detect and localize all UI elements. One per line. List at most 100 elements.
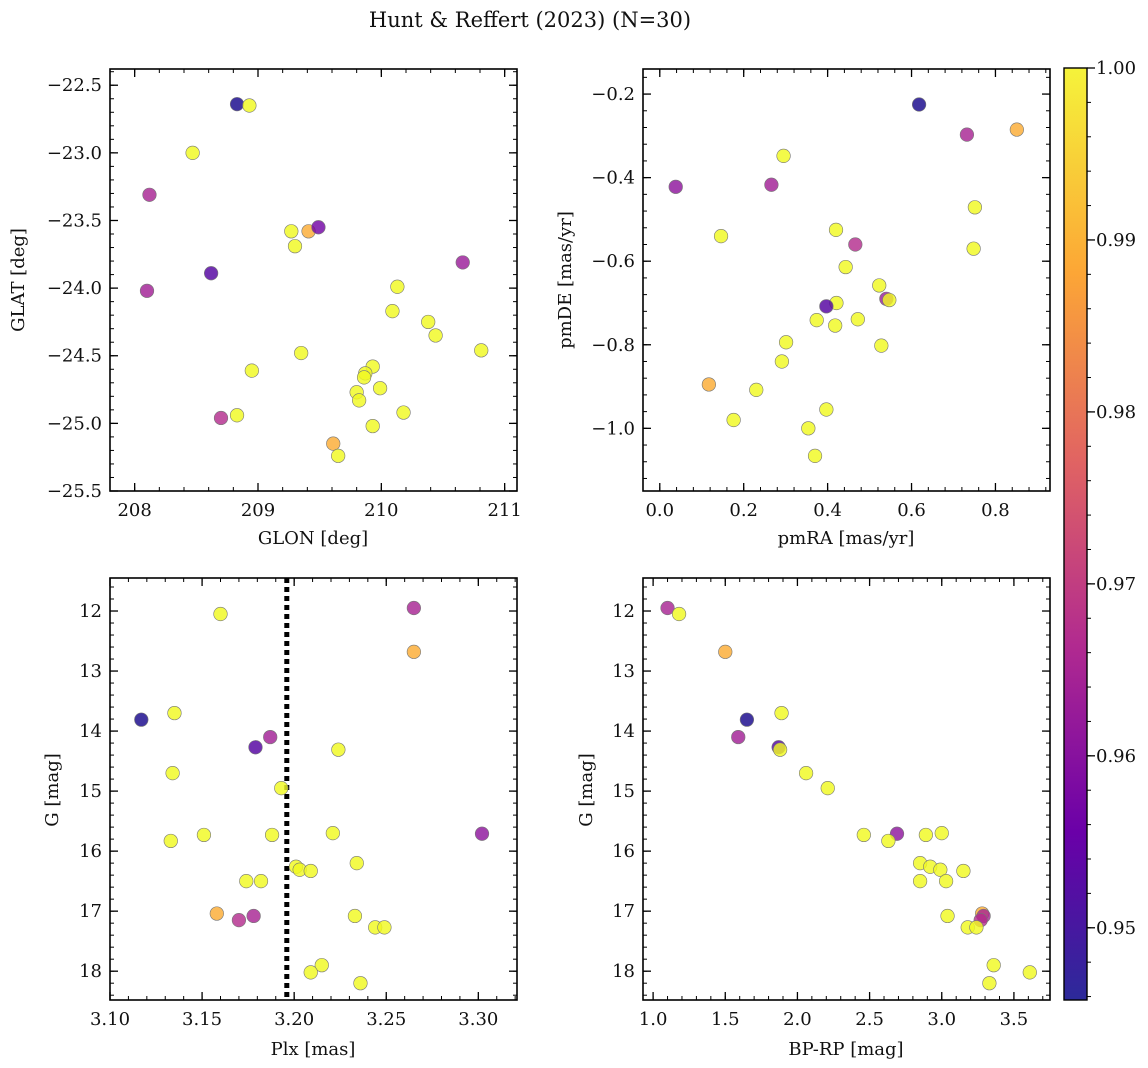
axes-frame: [109, 68, 518, 492]
scatter-point: [365, 418, 380, 434]
scatter-point: [809, 313, 824, 328]
scatter-point: [774, 354, 789, 369]
scatter-point: [856, 827, 871, 843]
y-tick-label: 14: [612, 721, 635, 742]
colorbar-tick-label: 0.97: [1096, 574, 1136, 595]
scatter-point: [969, 920, 984, 935]
scatter-point: [820, 780, 835, 796]
x-tick-label: 3.15: [182, 1009, 222, 1030]
scatter-point: [377, 920, 392, 935]
scatter-point: [167, 705, 182, 721]
colorbar: 0.95 0.96 0.97 0.98 0.99 1.00: [1063, 58, 1136, 1001]
scatter-point: [406, 644, 421, 659]
x-tick-label: 0.8: [981, 500, 1010, 521]
scatter-point: [798, 765, 814, 781]
scatter-point: [239, 874, 254, 889]
x-tick-label: 210: [364, 500, 398, 521]
scatter-point: [163, 833, 178, 849]
scatter-points: [660, 600, 1037, 991]
axis-ticks: 3.10 3.15 3.20 3.25 3.30 12 13 14 15 16 17 18: [79, 578, 517, 1030]
x-tick-label: 0.0: [645, 500, 674, 521]
axis-ticks: 1.0 1.5 2.0 2.5 3.0 3.5 12 13 14 15 16 17 18: [612, 578, 1050, 1030]
scatter-point: [385, 304, 400, 319]
scatter-point: [331, 448, 346, 463]
scatter-point: [668, 179, 683, 194]
scatter-point: [356, 370, 372, 385]
scatter-point: [874, 338, 889, 353]
colorbar-tick-label: 0.96: [1096, 746, 1136, 767]
x-tick-label: 1.5: [711, 1009, 740, 1030]
scatter-point: [406, 600, 421, 616]
y-tick-label: −25.0: [47, 413, 102, 434]
scatter-point: [314, 958, 329, 973]
x-tick-label: 3.30: [458, 1009, 498, 1030]
y-tick-label: 12: [612, 601, 635, 622]
scatter-point: [982, 976, 997, 991]
scatter-point: [284, 224, 299, 239]
scatter-point: [872, 278, 887, 293]
scatter-points: [668, 97, 1024, 464]
x-axis-label: pmRA [mas/yr]: [778, 528, 915, 549]
scatter-point: [396, 405, 411, 420]
panel-bprp-g: BP-RP [mag] G [mag] 1.0 1.5 2.0 2.5 3.0 3.5 12…: [576, 577, 1051, 1060]
y-tick-label: −0.8: [591, 335, 635, 356]
y-tick-label: 12: [79, 601, 102, 622]
scatter-point: [311, 220, 326, 235]
scatter-point: [303, 863, 318, 879]
scatter-point: [213, 606, 228, 622]
scatter-point: [231, 913, 247, 928]
y-tick-label: −22.5: [47, 75, 102, 96]
y-tick-label: 16: [612, 841, 635, 862]
y-tick-label: −0.2: [591, 84, 635, 105]
y-tick-label: −23.0: [47, 143, 102, 164]
y-axis-label: G [mag]: [42, 753, 63, 826]
scatter-point: [139, 283, 155, 298]
colorbar-tick-label: 0.95: [1096, 918, 1136, 939]
colorbar-gradient: [1063, 67, 1088, 1001]
scatter-point: [1009, 122, 1024, 137]
scatter-point: [749, 382, 764, 397]
y-tick-label: 15: [79, 781, 102, 802]
scatter-point: [934, 826, 949, 841]
scatter-point: [253, 874, 269, 889]
scatter-point: [726, 412, 741, 428]
scatter-point: [294, 345, 309, 361]
scatter-point: [229, 408, 245, 423]
y-axis-label: GLAT [deg]: [8, 228, 29, 332]
scatter-point: [244, 363, 259, 378]
scatter-point: [274, 780, 289, 796]
y-tick-label: 15: [612, 781, 635, 802]
figure-title: Hunt & Reffert (2023) (N=30): [369, 8, 691, 32]
x-tick-label: 3.20: [274, 1009, 314, 1030]
y-tick-label: −23.5: [47, 210, 102, 231]
scatter-point: [701, 377, 716, 392]
scatter-point: [353, 976, 368, 991]
x-tick-label: 2.5: [855, 1009, 884, 1030]
y-axis-label: G [mag]: [576, 753, 597, 826]
scatter-point: [428, 328, 443, 343]
scatter-point: [956, 863, 971, 879]
scatter-point: [838, 259, 853, 275]
scatter-point: [474, 826, 490, 841]
x-tick-label: 2.0: [783, 1009, 812, 1030]
scatter-point: [165, 765, 180, 781]
x-axis-label: BP-RP [mag]: [788, 1039, 903, 1060]
y-tick-label: 14: [79, 721, 102, 742]
y-tick-label: −1.0: [591, 418, 635, 439]
scatter-point: [911, 97, 927, 112]
scatter-point: [828, 222, 844, 237]
y-tick-label: −0.6: [591, 251, 635, 272]
scatter-point: [390, 279, 405, 294]
x-tick-label: 0.2: [729, 500, 758, 521]
scatter-point: [774, 705, 789, 721]
y-tick-label: 18: [79, 961, 102, 982]
scatter-point: [326, 436, 341, 451]
axis-ticks: 0.0 0.2 0.4 0.6 0.8 −1.0 −0.8 −0.6 −0.4 −0.2: [591, 69, 1050, 521]
scatter-point: [134, 712, 149, 727]
scatter-point: [671, 606, 687, 622]
scatter-point: [303, 965, 318, 980]
scatter-point: [718, 644, 733, 659]
scatter-point: [246, 908, 261, 924]
axes-frame: [642, 577, 1051, 1001]
